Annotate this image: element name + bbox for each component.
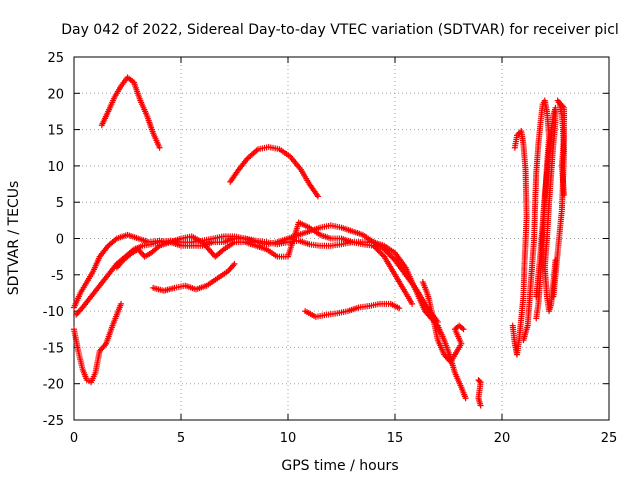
series-arc9 <box>419 279 467 365</box>
series-arc2 <box>227 144 321 200</box>
data-point <box>118 300 125 307</box>
x-tick-label: 5 <box>177 431 185 446</box>
data-point <box>371 244 378 251</box>
chart-title: Day 042 of 2022, Sidereal Day-to-day VTE… <box>61 22 619 38</box>
y-tick-label: 5 <box>56 196 64 211</box>
series-arc6 <box>113 219 416 307</box>
y-tick-label: -15 <box>43 341 64 356</box>
y-tick-label: -5 <box>51 269 64 284</box>
y-tick-label: -25 <box>43 414 64 429</box>
data-point <box>385 250 392 257</box>
data-point <box>378 250 385 257</box>
y-tick-label: 0 <box>56 233 64 248</box>
series-arc5 <box>73 222 441 325</box>
y-tick-label: -10 <box>43 305 64 320</box>
data-point <box>462 395 469 402</box>
data-point <box>389 254 396 261</box>
x-axis-title: GPS time / hours <box>281 458 398 474</box>
data-point <box>387 253 394 260</box>
y-tick-label: 20 <box>47 87 64 102</box>
x-tick-label: 20 <box>494 431 511 446</box>
data-point <box>476 378 483 385</box>
data-point <box>561 191 568 198</box>
series-arc10 <box>475 377 484 409</box>
x-tick-label: 0 <box>70 431 78 446</box>
series-arc8 <box>302 300 403 320</box>
data-point <box>373 245 380 252</box>
data-point <box>477 402 484 409</box>
data-point <box>231 260 238 267</box>
data-point <box>375 248 382 255</box>
data-point <box>511 144 518 151</box>
x-tick-label: 10 <box>280 431 297 446</box>
data-point <box>381 246 388 253</box>
data-point <box>370 242 377 249</box>
y-tick-label: 25 <box>47 51 64 66</box>
y-tick-label: 10 <box>47 160 64 175</box>
data-point <box>314 193 321 200</box>
data-point <box>460 326 467 333</box>
x-tick-labels: 0 5 10 15 20 25 <box>70 431 617 446</box>
x-tick-label: 15 <box>387 431 404 446</box>
series-arc3 <box>71 300 125 386</box>
series-arc11 <box>509 128 530 358</box>
data-point <box>409 300 416 307</box>
axis-ticks <box>73 56 610 421</box>
series-arc14 <box>550 97 568 300</box>
series-arc1 <box>98 74 163 151</box>
data-point <box>396 305 403 312</box>
x-tick-label: 25 <box>601 431 618 446</box>
data-point <box>379 252 386 259</box>
series-arc13 <box>533 104 559 315</box>
series-arc7 <box>150 260 238 294</box>
data-point <box>533 315 540 322</box>
series-arc4 <box>71 231 469 402</box>
data-point <box>156 144 163 151</box>
chart-grid <box>74 57 609 420</box>
y-tick-label: -20 <box>43 378 64 393</box>
data-point <box>374 246 381 253</box>
y-tick-label: 15 <box>47 124 64 139</box>
data-point <box>383 249 390 256</box>
data-point <box>382 247 389 254</box>
data-point <box>377 249 384 256</box>
data-point <box>386 251 393 258</box>
data-points <box>71 74 568 409</box>
y-axis-title: SDTVAR / TECUs <box>6 181 22 296</box>
y-tick-labels: -25 -20 -15 -10 -5 0 5 10 15 20 25 <box>43 51 64 429</box>
